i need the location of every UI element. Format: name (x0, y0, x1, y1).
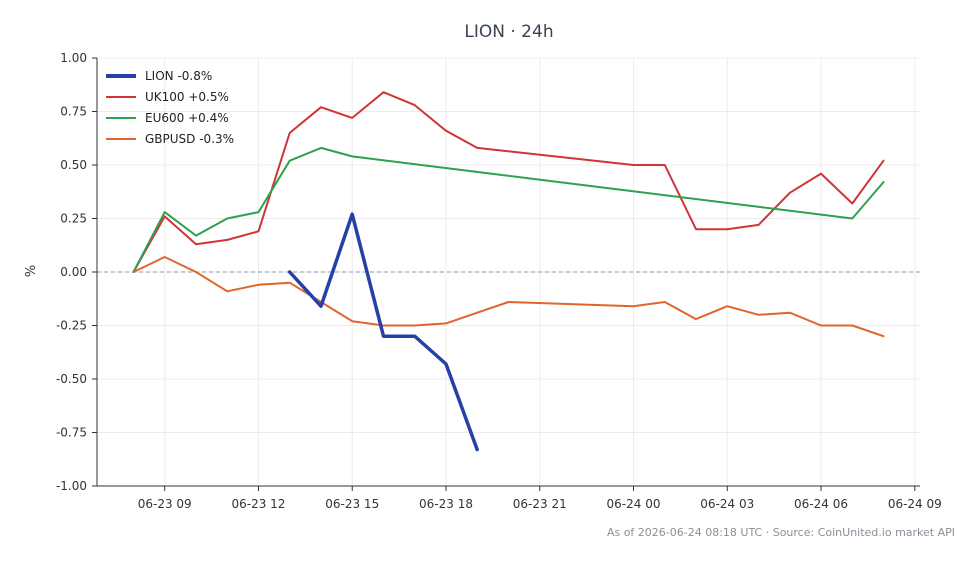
series-line-uk100 (132, 91, 885, 273)
y-tick-label: -1.00 (56, 479, 87, 493)
x-axis-ticks: 06-23 09 06-23 12 06-23 15 06-23 18 06-23 21… (138, 486, 942, 511)
series-lines (132, 91, 885, 452)
legend-label-lion: LION -0.8% (145, 69, 212, 83)
legend-label-gbpusd: GBPUSD -0.3% (145, 132, 234, 146)
legend-label-eu600: EU600 +0.4% (145, 111, 229, 125)
series-line-eu600 (132, 146, 885, 273)
x-tick-label: 06-23 21 (513, 497, 567, 511)
x-tick-label: 06-23 15 (325, 497, 379, 511)
chart-title: LION · 24h (464, 22, 553, 42)
footer-source-note: As of 2026-06-24 08:18 UTC · Source: Coi… (606, 526, 955, 539)
x-tick-label: 06-23 18 (419, 497, 473, 511)
y-tick-label: -0.75 (56, 426, 87, 440)
x-tick-label: 06-24 03 (700, 497, 754, 511)
y-axis-label: % (24, 265, 39, 277)
y-tick-label: 0.75 (60, 105, 87, 119)
x-tick-label: 06-24 00 (607, 497, 661, 511)
x-tick-label: 06-23 12 (231, 497, 285, 511)
y-tick-label: -0.50 (56, 372, 87, 386)
y-tick-label: 0.25 (60, 212, 87, 226)
y-axis-ticks: 1.00 0.75 0.50 0.25 0.00 -0.25 -0.50 -0.75 -1.00 (56, 51, 97, 493)
series-line-gbpusd (132, 256, 885, 338)
series-line-lion (287, 212, 479, 452)
y-tick-label: 0.50 (60, 158, 87, 172)
y-tick-label: -0.25 (56, 319, 87, 333)
legend: LION -0.8% UK100 +0.5% EU600 +0.4% GBPUSD -… (106, 69, 234, 146)
x-tick-label: 06-24 09 (888, 497, 942, 511)
legend-label-uk100: UK100 +0.5% (145, 90, 229, 104)
y-tick-label: 0.00 (60, 265, 87, 279)
x-tick-label: 06-24 06 (794, 497, 848, 511)
y-tick-label: 1.00 (60, 51, 87, 65)
x-tick-label: 06-23 09 (138, 497, 192, 511)
